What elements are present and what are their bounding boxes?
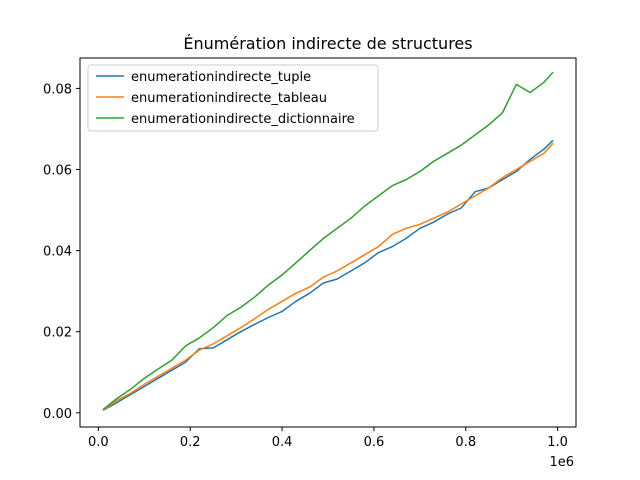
y-tick-label-4: 0.08 [43, 82, 72, 97]
y-tick-label-0: 0.00 [43, 407, 72, 422]
series-line-1 [102, 142, 554, 411]
series-line-2 [102, 71, 554, 411]
y-tick-label-1: 0.02 [43, 326, 72, 341]
y-tick-label-2: 0.04 [43, 245, 72, 260]
x-tick-label-0: 0.0 [88, 435, 109, 450]
x-tick-label-5: 1.0 [547, 435, 568, 450]
chart-title: Énumération indirecte de structures [183, 34, 472, 53]
legend-label-1: enumerationindirecte_tableau [131, 91, 327, 106]
x-tick-label-3: 0.6 [364, 435, 385, 450]
x-tick-label-2: 0.4 [272, 435, 293, 450]
series-line-0 [102, 139, 554, 412]
legend-label-2: enumerationindirecte_dictionnaire [131, 112, 355, 127]
y-axis: 0.00 0.02 0.04 0.06 0.08 [43, 82, 80, 422]
legend: enumerationindirecte_tuple enumerationind… [87, 64, 379, 132]
plot-frame [79, 57, 577, 428]
legend-box [87, 64, 379, 132]
x-tick-label-1: 0.2 [180, 435, 201, 450]
x-offset-label: 1e6 [549, 455, 574, 470]
x-axis: 0.0 0.2 0.4 0.6 0.8 1.0 [88, 427, 568, 450]
y-tick-label-3: 0.06 [43, 164, 72, 179]
legend-label-0: enumerationindirecte_tuple [131, 70, 311, 85]
x-tick-label-4: 0.8 [455, 435, 476, 450]
series-layer [102, 71, 554, 412]
